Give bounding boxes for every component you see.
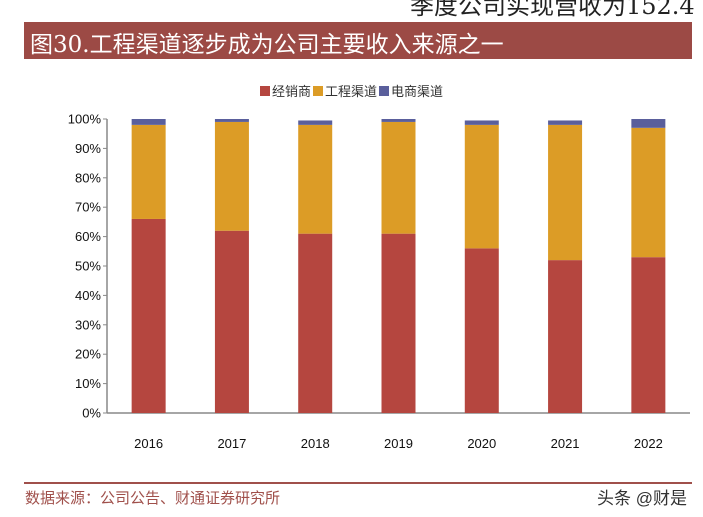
bar-segment xyxy=(464,120,499,125)
x-tick-label: 2016 xyxy=(134,436,163,451)
legend: 经销商 工程渠道 电商渠道 xyxy=(0,81,703,100)
source-note: 数据来源：公司公告、财通证券研究所 xyxy=(25,489,281,507)
legend-item: 经销商 xyxy=(259,81,311,100)
y-tick-label: 60% xyxy=(75,229,101,244)
bar-segment xyxy=(131,218,166,413)
legend-label: 经销商 xyxy=(271,84,311,99)
legend-swatch xyxy=(312,85,323,96)
y-tick-label: 40% xyxy=(75,288,101,303)
divider xyxy=(24,482,692,484)
clipped-body-text: 季度公司实现营收为152.4 xyxy=(410,0,695,20)
y-tick-label: 50% xyxy=(75,259,101,274)
x-tick-label: 2017 xyxy=(217,436,246,451)
legend-label: 电商渠道 xyxy=(391,84,444,99)
legend-swatch xyxy=(379,85,389,96)
bar-segment xyxy=(631,127,666,258)
x-tick-label: 2022 xyxy=(634,436,663,451)
y-tick-label: 10% xyxy=(75,376,101,391)
x-tick-label: 2019 xyxy=(384,436,413,451)
bar-segment xyxy=(214,119,249,122)
bar-segment xyxy=(464,248,499,413)
bar-segment xyxy=(381,233,416,413)
figure-title: 图30.工程渠道逐步成为公司主要收入来源之一 xyxy=(30,32,504,58)
bar-segment xyxy=(548,124,583,261)
bar-segment xyxy=(381,119,416,122)
y-tick-label: 100% xyxy=(68,112,102,127)
bar-segment xyxy=(464,124,499,249)
x-tick-label: 2021 xyxy=(551,436,580,451)
y-tick-label: 0% xyxy=(82,406,101,421)
y-tick-label: 20% xyxy=(75,347,101,362)
legend-swatch xyxy=(259,85,270,96)
bar-segment xyxy=(381,121,416,234)
x-tick-label: 2020 xyxy=(467,436,496,451)
bar-segment xyxy=(298,120,333,125)
figure-title-bar: 图30.工程渠道逐步成为公司主要收入来源之一 xyxy=(24,22,692,59)
bar-segment xyxy=(214,230,249,413)
y-tick-label: 80% xyxy=(75,170,101,185)
bar-segment xyxy=(548,260,583,413)
bar-segment xyxy=(131,124,166,219)
watermark: 头条 @财是 xyxy=(597,489,687,508)
bar-segment xyxy=(298,233,333,413)
y-tick-label: 70% xyxy=(75,200,101,215)
bar-segment xyxy=(548,120,583,125)
legend-item: 工程渠道 xyxy=(312,81,377,100)
bar-segment xyxy=(298,124,333,234)
legend-label: 工程渠道 xyxy=(324,84,377,99)
bar-segment xyxy=(631,257,666,413)
x-tick-label: 2018 xyxy=(301,436,330,451)
bar-segment xyxy=(631,119,666,128)
y-tick-label: 90% xyxy=(75,141,101,156)
y-tick-label: 30% xyxy=(75,317,101,332)
bar-segment xyxy=(131,119,166,125)
legend-item: 电商渠道 xyxy=(379,81,443,100)
bar-segment xyxy=(214,121,249,231)
